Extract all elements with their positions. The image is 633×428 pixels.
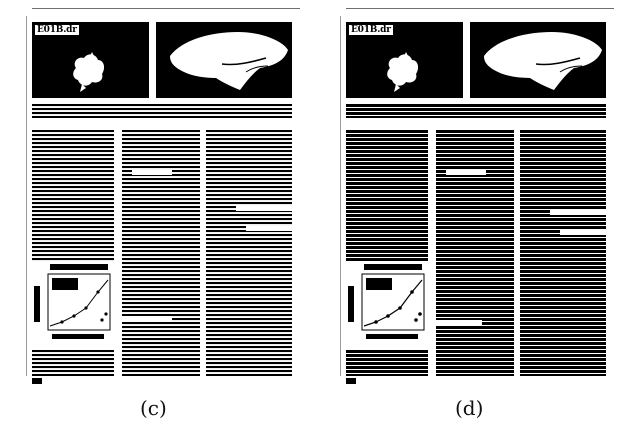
- text-column-1: [32, 130, 114, 262]
- figure-caption-text: [346, 104, 606, 118]
- photo-right: [470, 22, 606, 98]
- photo-label: E01B.dr: [35, 25, 79, 35]
- plot-caption-text: [346, 350, 428, 376]
- photo-left: E01B.dr: [32, 22, 149, 98]
- specimen-image: [73, 52, 105, 92]
- specimen-image: [484, 32, 602, 90]
- text-column-2: [436, 130, 514, 376]
- embedded-plot: [32, 262, 116, 346]
- panel-c-document-image: E01B.dr: [22, 6, 306, 386]
- photo-label: E01B.dr: [349, 25, 393, 35]
- plot-caption-text: [32, 350, 114, 376]
- text-column-1: [346, 130, 428, 262]
- photo-right: [156, 22, 292, 98]
- page-number-mark: [346, 378, 356, 384]
- photo-left: E01B.dr: [346, 22, 463, 98]
- figure-caption-text: [32, 104, 292, 118]
- scan-edge-left: [26, 16, 27, 376]
- specimen-image: [170, 32, 288, 90]
- page-number-mark: [32, 378, 42, 384]
- scan-edge-top: [32, 8, 300, 9]
- specimen-image: [387, 52, 419, 92]
- panel-label-d: (d): [455, 396, 484, 420]
- text-column-3: [520, 130, 606, 376]
- text-column-3: [206, 130, 292, 376]
- embedded-plot: [346, 262, 430, 346]
- text-column-2: [122, 130, 200, 376]
- scan-edge-left: [340, 16, 341, 376]
- scan-edge-top: [346, 8, 614, 9]
- panel-label-c: (c): [140, 396, 167, 420]
- panel-d-document-image: E01B.dr: [336, 6, 620, 386]
